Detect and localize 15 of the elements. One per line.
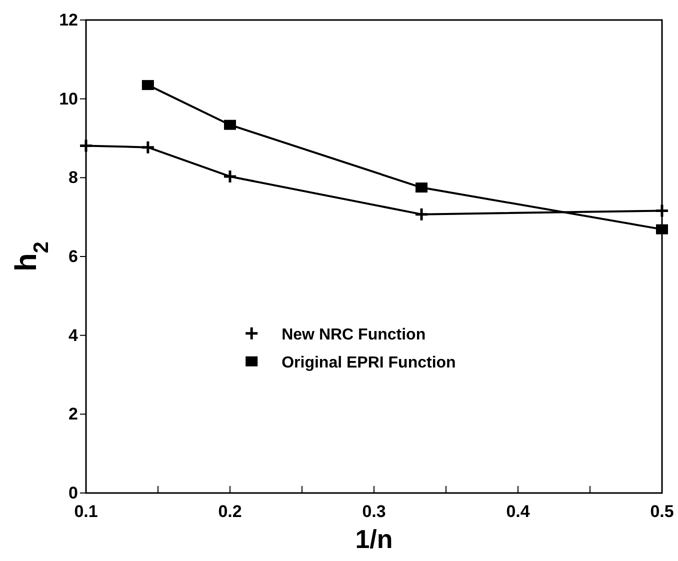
y-tick-label: 4	[68, 326, 79, 345]
y-tick-label: 8	[68, 168, 78, 188]
x-tick-label: 0.5	[650, 502, 674, 522]
x-tick-label: 0.4	[506, 502, 530, 522]
x-tick-label: 0.2	[218, 502, 242, 522]
x-tick-label: 0.3	[362, 502, 386, 522]
y-tick-label: 10	[59, 89, 78, 108]
x-tick-label: 0.1	[74, 502, 98, 522]
y-tick-label: 12	[59, 10, 78, 30]
y-tick-label: 0	[68, 483, 78, 502]
legend-label: Original EPRI Function	[282, 354, 456, 372]
y-tick-label: 2	[68, 404, 78, 424]
legend-label: New NRC Function	[282, 326, 426, 344]
y-tick-label: 6	[68, 246, 78, 266]
x-axis-title: 1/n	[355, 524, 393, 554]
